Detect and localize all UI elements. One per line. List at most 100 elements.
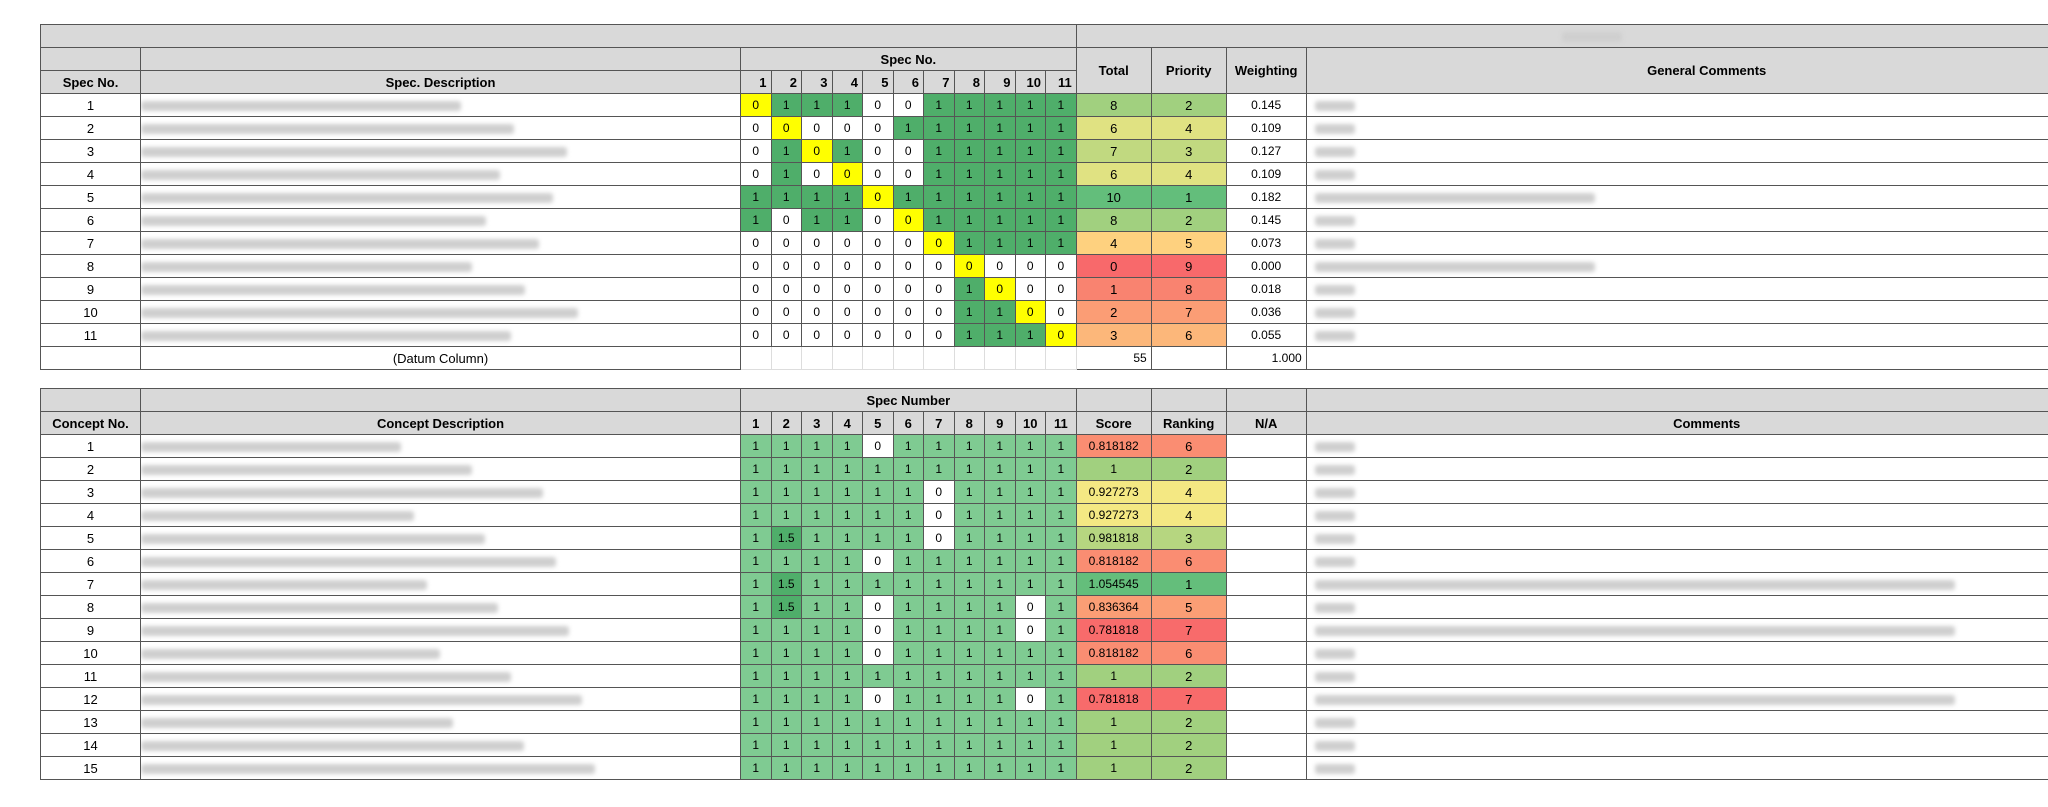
spec-no-cell[interactable]: 4: [40, 162, 141, 186]
concept-matrix-cell[interactable]: 1: [984, 549, 1016, 573]
matrix-cell[interactable]: 1: [984, 231, 1016, 255]
comment-cell[interactable]: [1305, 116, 2048, 140]
ranking-cell[interactable]: 2: [1150, 733, 1227, 757]
concept-matrix-cell[interactable]: 1: [984, 664, 1016, 688]
concept-matrix-cell[interactable]: 1: [770, 733, 802, 757]
na-cell[interactable]: [1225, 572, 1307, 596]
matrix-cell[interactable]: 0: [923, 254, 955, 278]
total-cell[interactable]: 4: [1075, 231, 1152, 255]
concept-matrix-cell[interactable]: 1: [740, 687, 772, 711]
matrix-cell[interactable]: 1: [770, 93, 802, 117]
concept-no-cell[interactable]: 12: [40, 687, 141, 711]
matrix-cell[interactable]: 1: [923, 185, 955, 209]
concept-matrix-cell[interactable]: 1: [770, 457, 802, 481]
concept-matrix-cell[interactable]: 1: [801, 572, 833, 596]
datum-label[interactable]: (Datum Column): [140, 346, 741, 370]
empty-cell[interactable]: [1045, 346, 1077, 370]
concept-matrix-cell[interactable]: 1: [862, 756, 894, 780]
spec-column-header[interactable]: 1: [740, 70, 772, 94]
ranking-cell[interactable]: 6: [1150, 434, 1227, 458]
matrix-cell[interactable]: 1: [984, 185, 1016, 209]
score-cell[interactable]: 1: [1075, 733, 1152, 757]
ranking-cell[interactable]: 3: [1150, 526, 1227, 550]
concept-matrix-cell[interactable]: 1: [892, 641, 924, 665]
blank-header[interactable]: [140, 47, 741, 71]
concept-matrix-cell[interactable]: 1: [953, 526, 985, 550]
concept-matrix-cell[interactable]: 1: [831, 687, 863, 711]
matrix-cell[interactable]: 1: [1014, 116, 1046, 140]
concept-matrix-cell[interactable]: 1: [1045, 595, 1077, 619]
ranking-cell[interactable]: 4: [1150, 503, 1227, 527]
weighting-cell[interactable]: 0.109: [1225, 162, 1307, 186]
concept-matrix-cell[interactable]: 1: [801, 503, 833, 527]
na-cell[interactable]: [1225, 503, 1307, 527]
matrix-cell[interactable]: 0: [862, 323, 894, 347]
concept-matrix-cell[interactable]: 1: [923, 733, 955, 757]
na-cell[interactable]: [1225, 595, 1307, 619]
concept-matrix-cell[interactable]: 1: [740, 549, 772, 573]
spec-number-column-header[interactable]: 9: [984, 411, 1016, 435]
total-cell[interactable]: 6: [1075, 116, 1152, 140]
concept-matrix-cell[interactable]: 1: [740, 664, 772, 688]
matrix-cell[interactable]: 1: [1045, 231, 1077, 255]
concept-matrix-cell[interactable]: 1: [801, 664, 833, 688]
concept-matrix-cell[interactable]: 1: [801, 687, 833, 711]
matrix-cell[interactable]: 1: [892, 185, 924, 209]
matrix-cell[interactable]: 0: [1014, 277, 1046, 301]
concept-matrix-cell[interactable]: 1: [862, 503, 894, 527]
concept-matrix-cell[interactable]: 1: [892, 595, 924, 619]
matrix-cell[interactable]: 1: [923, 208, 955, 232]
concept-matrix-cell[interactable]: 1: [831, 710, 863, 734]
spec-description-cell[interactable]: [140, 116, 741, 140]
concept-matrix-cell[interactable]: 1: [740, 526, 772, 550]
spec-description-cell[interactable]: [140, 93, 741, 117]
comment-cell[interactable]: [1305, 572, 2048, 596]
concept-matrix-cell[interactable]: 1: [923, 710, 955, 734]
concept-matrix-cell[interactable]: 1: [953, 549, 985, 573]
concept-matrix-cell[interactable]: 1: [892, 480, 924, 504]
matrix-cell[interactable]: 1: [1014, 208, 1046, 232]
concept-no-cell[interactable]: 15: [40, 756, 141, 780]
concept-matrix-cell[interactable]: 1: [862, 572, 894, 596]
score-header[interactable]: Score: [1075, 411, 1152, 435]
concept-matrix-cell[interactable]: 0: [923, 480, 955, 504]
matrix-cell[interactable]: 0: [1045, 254, 1077, 278]
concept-matrix-cell[interactable]: 1: [1014, 503, 1046, 527]
comment-cell[interactable]: [1305, 526, 2048, 550]
comment-cell[interactable]: [1305, 503, 2048, 527]
concept-matrix-cell[interactable]: 1: [892, 434, 924, 458]
score-cell[interactable]: 1: [1075, 664, 1152, 688]
score-cell[interactable]: 0.818182: [1075, 434, 1152, 458]
matrix-cell[interactable]: 0: [801, 139, 833, 163]
comment-cell[interactable]: [1305, 710, 2048, 734]
concept-matrix-cell[interactable]: 1.5: [770, 526, 802, 550]
concept-matrix-cell[interactable]: 1: [923, 618, 955, 642]
concept-matrix-cell[interactable]: 1: [1045, 756, 1077, 780]
weighting-sum[interactable]: 1.000: [1225, 346, 1307, 370]
matrix-cell[interactable]: 0: [1014, 254, 1046, 278]
matrix-cell[interactable]: 0: [770, 277, 802, 301]
concept-matrix-cell[interactable]: 1: [862, 457, 894, 481]
concept-matrix-cell[interactable]: 1: [984, 756, 1016, 780]
concept-matrix-cell[interactable]: 1: [740, 641, 772, 665]
concept-matrix-cell[interactable]: 1: [953, 687, 985, 711]
matrix-cell[interactable]: 0: [770, 300, 802, 324]
concept-matrix-cell[interactable]: 1: [801, 756, 833, 780]
priority-cell[interactable]: 4: [1150, 116, 1227, 140]
matrix-cell[interactable]: 0: [862, 93, 894, 117]
comment-cell[interactable]: [1305, 300, 2048, 324]
concept-description-header[interactable]: Concept Description: [140, 411, 741, 435]
weighting-cell[interactable]: 0.036: [1225, 300, 1307, 324]
general-comments-header[interactable]: General Comments: [1305, 47, 2048, 94]
matrix-cell[interactable]: 0: [801, 254, 833, 278]
matrix-cell[interactable]: 1: [1045, 208, 1077, 232]
empty-cell[interactable]: [984, 346, 1016, 370]
matrix-cell[interactable]: 0: [831, 277, 863, 301]
matrix-cell[interactable]: 0: [953, 254, 985, 278]
matrix-cell[interactable]: 0: [862, 300, 894, 324]
spec-column-header[interactable]: 9: [984, 70, 1016, 94]
concept-matrix-cell[interactable]: 1: [831, 434, 863, 458]
concept-description-cell[interactable]: [140, 687, 741, 711]
matrix-cell[interactable]: 0: [831, 254, 863, 278]
matrix-cell[interactable]: 0: [1045, 277, 1077, 301]
